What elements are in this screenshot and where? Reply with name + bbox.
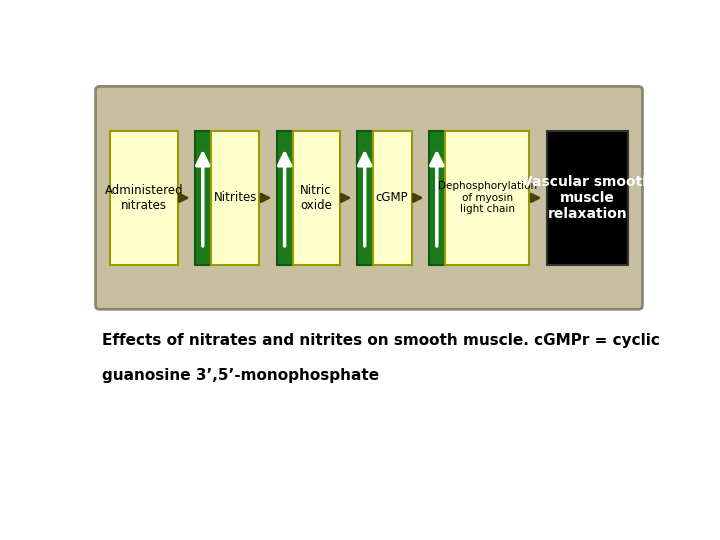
FancyBboxPatch shape <box>429 131 445 265</box>
FancyBboxPatch shape <box>292 131 340 265</box>
Text: Administered
nitrates: Administered nitrates <box>104 184 183 212</box>
Text: Dephosphorylation
of myosin
light chain: Dephosphorylation of myosin light chain <box>438 181 536 214</box>
Text: Effects of nitrates and nitrites on smooth muscle. cGMPr = cyclic: Effects of nitrates and nitrites on smoo… <box>102 333 660 348</box>
FancyBboxPatch shape <box>211 131 259 265</box>
FancyBboxPatch shape <box>96 86 642 309</box>
FancyBboxPatch shape <box>445 131 529 265</box>
FancyBboxPatch shape <box>356 131 373 265</box>
Text: guanosine 3’,5’-monophosphate: guanosine 3’,5’-monophosphate <box>102 368 379 383</box>
FancyBboxPatch shape <box>110 131 178 265</box>
FancyBboxPatch shape <box>546 131 628 265</box>
Text: Nitrites: Nitrites <box>213 191 257 204</box>
Text: Vascular smooth
muscle
relaxation: Vascular smooth muscle relaxation <box>522 174 652 221</box>
FancyBboxPatch shape <box>195 131 211 265</box>
Text: cGMP: cGMP <box>376 191 408 204</box>
FancyBboxPatch shape <box>276 131 292 265</box>
FancyBboxPatch shape <box>373 131 412 265</box>
Text: Nitric
oxide: Nitric oxide <box>300 184 332 212</box>
